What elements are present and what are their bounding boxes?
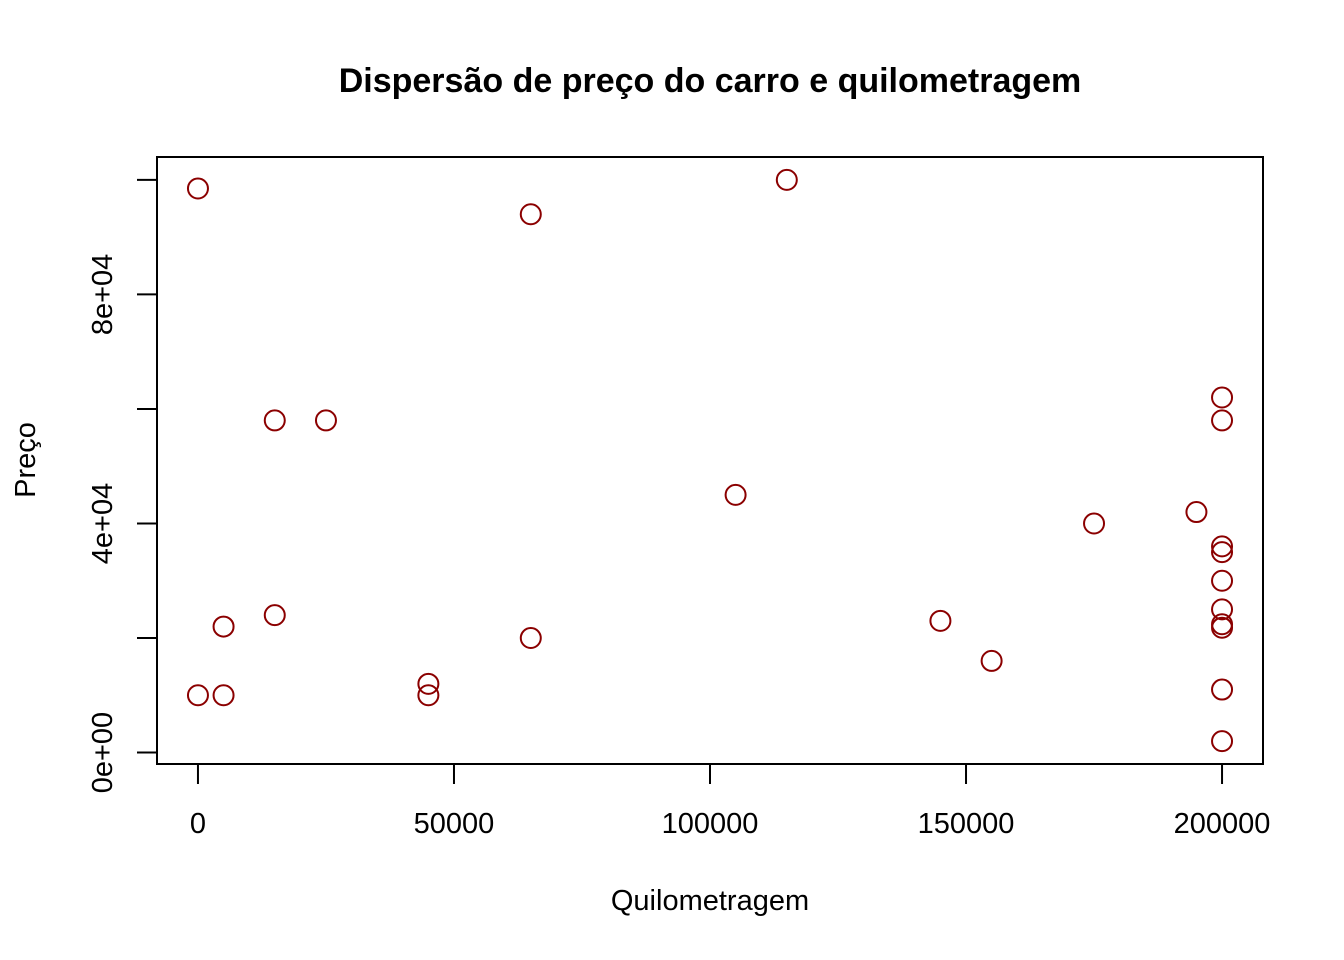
data-points [186,168,1234,753]
data-point [314,409,337,432]
data-point [263,604,286,627]
data-point [929,609,952,632]
data-point [1211,409,1234,432]
data-point [417,672,440,695]
data-point [519,627,542,650]
x-axis: 0 50000 100000 150000 200000 [190,763,1271,840]
data-point [1211,730,1234,753]
data-point [1211,535,1234,558]
y-tick-label: 4e+04 [87,483,119,564]
data-point [1211,386,1234,409]
chart-title: Dispersão de preço do carro e quilometra… [339,62,1082,100]
data-point [519,203,542,226]
data-point [1211,598,1234,621]
y-axis-label: Preço [10,422,42,498]
y-axis: 0e+00 4e+04 8e+04 [87,178,158,793]
x-tick-label: 100000 [662,808,759,840]
y-tick-label: 0e+00 [87,712,119,793]
data-point [1211,616,1234,639]
data-point [1211,569,1234,592]
x-tick-label: 150000 [918,808,1015,840]
x-tick-label: 0 [190,808,206,840]
data-point [186,684,209,707]
data-point [1083,512,1106,535]
data-point [186,177,209,200]
x-tick-label: 200000 [1174,808,1271,840]
data-point [724,483,747,506]
data-point [980,649,1003,672]
data-point [775,168,798,191]
data-point [263,409,286,432]
data-point [212,615,235,638]
x-tick-label: 50000 [414,808,495,840]
data-point [417,684,440,707]
x-axis-label: Quilometragem [611,885,809,917]
data-point [212,684,235,707]
plot-frame [156,156,1264,765]
data-point [1211,541,1234,564]
data-point [1211,678,1234,701]
y-tick-label: 8e+04 [87,254,119,335]
data-point [1185,501,1208,524]
